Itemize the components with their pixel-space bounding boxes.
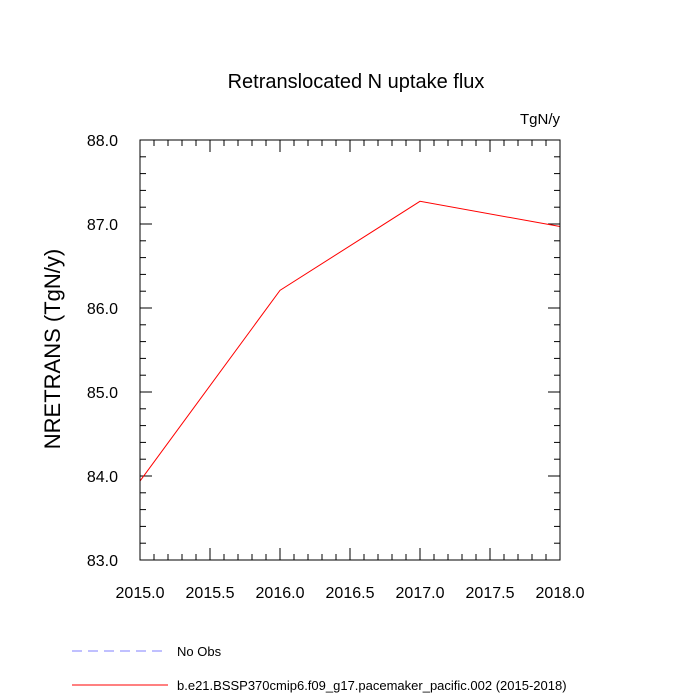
series-layer bbox=[139, 200, 561, 482]
x-tick-label: 2017.0 bbox=[396, 585, 445, 602]
x-tick-label: 2016.0 bbox=[256, 585, 305, 602]
plot-frame bbox=[139, 139, 561, 561]
y-tick-label: 84.0 bbox=[87, 469, 118, 486]
x-tick-label: 2015.5 bbox=[186, 585, 235, 602]
y-tick-label: 83.0 bbox=[87, 553, 118, 570]
legend: No Obs b.e21.BSSP370cmip6.f09_g17.pacemak… bbox=[72, 644, 567, 693]
y-tick-label: 85.0 bbox=[87, 385, 118, 402]
x-tick-label: 2015.0 bbox=[116, 585, 165, 602]
chart-title: Retranslocated N uptake flux bbox=[228, 71, 485, 93]
x-tick-label: 2016.5 bbox=[326, 585, 375, 602]
legend-label-1: b.e21.BSSP370cmip6.f09_g17.pacemaker_pac… bbox=[177, 678, 567, 693]
legend-label-0: No Obs bbox=[177, 644, 222, 659]
y-tick-label: 87.0 bbox=[87, 217, 118, 234]
series-line-0 bbox=[139, 200, 561, 482]
y-tick-label: 88.0 bbox=[87, 133, 118, 150]
ticks-layer: 2015.0 2015.5 2016.0 2016.5 2017.0 2017.5 2018… bbox=[87, 133, 585, 602]
x-tick-label: 2018.0 bbox=[536, 585, 585, 602]
x-tick-label: 2017.5 bbox=[466, 585, 515, 602]
y-axis-label: NRETRANS (TgN/y) bbox=[40, 249, 65, 449]
y-tick-label: 86.0 bbox=[87, 301, 118, 318]
units-label: TgN/y bbox=[520, 111, 561, 128]
